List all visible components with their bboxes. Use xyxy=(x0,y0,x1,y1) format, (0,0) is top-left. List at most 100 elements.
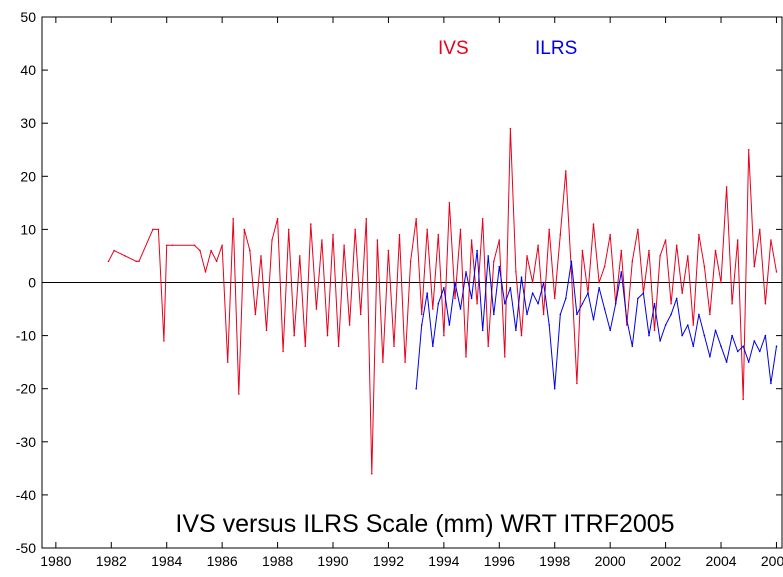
data-point-ivs xyxy=(720,281,722,284)
data-point-ilrs xyxy=(603,308,606,310)
data-point-ivs xyxy=(226,361,229,363)
data-point-ilrs xyxy=(675,297,678,300)
data-point-ilrs xyxy=(670,313,672,316)
data-point-ilrs xyxy=(698,313,700,316)
data-point-ilrs xyxy=(459,308,462,310)
data-point-ivs xyxy=(703,265,706,268)
data-point-ilrs xyxy=(592,318,595,321)
data-point-ivs xyxy=(371,472,373,475)
y-tick-label: 20 xyxy=(20,168,36,184)
data-point-ivs xyxy=(393,345,395,348)
legend-ilrs: ILRS xyxy=(535,38,577,59)
x-tick-label: 1994 xyxy=(428,553,459,569)
data-point-ivs xyxy=(504,356,506,358)
data-point-ivs xyxy=(282,350,284,353)
data-point-ivs xyxy=(609,233,611,236)
data-point-ivs xyxy=(437,233,440,236)
data-point-ilrs xyxy=(520,276,523,279)
data-point-ilrs xyxy=(775,345,778,348)
x-tick-label: 2000 xyxy=(595,553,626,569)
data-point-ivs xyxy=(714,249,717,252)
series-line-ilrs xyxy=(415,250,777,390)
data-point-ivs xyxy=(515,271,517,273)
data-point-ilrs xyxy=(426,292,429,294)
data-point-ivs xyxy=(232,218,234,220)
data-point-ilrs xyxy=(420,324,423,326)
data-point-ivs xyxy=(637,228,639,231)
data-point-ivs xyxy=(113,249,115,252)
data-point-ivs xyxy=(620,249,623,252)
data-point-ivs xyxy=(332,233,334,236)
data-point-ivs xyxy=(293,334,296,337)
series-line-ivs xyxy=(108,128,777,475)
data-point-ivs xyxy=(221,244,223,247)
data-point-ilrs xyxy=(664,324,667,326)
data-point-ilrs xyxy=(731,334,733,337)
data-point-ilrs xyxy=(709,356,711,358)
data-point-ilrs xyxy=(470,297,473,300)
data-point-ilrs xyxy=(476,249,478,252)
data-point-ilrs xyxy=(415,387,418,390)
data-point-ivs xyxy=(476,302,478,305)
data-point-ilrs xyxy=(648,334,650,337)
x-tick-label: 1990 xyxy=(317,553,348,569)
x-tick-label: 2002 xyxy=(650,553,681,569)
data-point-ilrs xyxy=(614,302,617,305)
data-point-ivs xyxy=(404,361,406,363)
data-point-ivs xyxy=(548,228,550,231)
data-point-ivs xyxy=(664,239,667,241)
data-point-ilrs xyxy=(548,324,550,326)
data-point-ilrs xyxy=(742,345,744,348)
data-point-ivs xyxy=(337,345,340,348)
y-tick-label: 40 xyxy=(20,62,36,78)
y-tick-label: -10 xyxy=(16,328,36,344)
y-axis: -50 -40 -30 -20 -10 0 10 20 30 40 50 xyxy=(16,9,782,556)
data-point-ivs xyxy=(681,292,683,294)
data-point-ivs xyxy=(426,228,429,231)
data-point-ivs xyxy=(254,313,257,316)
x-tick-label: 1992 xyxy=(373,553,404,569)
data-point-ivs xyxy=(299,255,301,257)
data-point-ilrs xyxy=(609,329,611,332)
data-point-ilrs xyxy=(687,324,689,326)
y-tick-label: -30 xyxy=(16,434,36,450)
data-point-ilrs xyxy=(747,361,750,363)
data-point-ilrs xyxy=(465,271,467,273)
data-point-ivs xyxy=(157,228,160,231)
legend: IVS ILRS xyxy=(438,38,577,59)
series-layer xyxy=(107,127,778,475)
data-point-ilrs xyxy=(759,350,761,353)
y-tick-label: -50 xyxy=(16,540,36,556)
data-point-ilrs xyxy=(642,292,645,294)
data-point-ivs xyxy=(498,239,501,241)
data-point-ivs xyxy=(448,202,451,204)
data-point-ivs xyxy=(365,218,368,220)
data-point-ivs xyxy=(315,308,318,310)
data-point-ilrs xyxy=(537,302,539,305)
y-tick-label: 50 xyxy=(20,9,36,25)
data-point-ivs xyxy=(747,149,750,151)
data-point-ivs xyxy=(731,302,733,305)
data-point-ivs xyxy=(135,260,137,263)
data-point-ilrs xyxy=(454,281,456,284)
data-point-ivs xyxy=(199,249,201,252)
data-point-ivs xyxy=(382,361,384,363)
data-point-ilrs xyxy=(542,281,545,284)
data-point-ivs xyxy=(163,340,165,342)
data-point-ilrs xyxy=(576,313,578,316)
data-point-ilrs xyxy=(714,329,717,332)
data-point-ivs xyxy=(310,223,312,225)
data-point-ivs xyxy=(526,255,528,257)
data-point-ivs xyxy=(265,329,268,332)
data-point-ivs xyxy=(742,398,744,401)
data-point-ivs xyxy=(775,271,778,273)
x-tick-label: 2006 xyxy=(761,553,783,569)
data-point-ivs xyxy=(387,249,390,252)
legend-ivs: IVS xyxy=(438,38,469,59)
data-point-ilrs xyxy=(764,334,767,337)
data-point-ilrs xyxy=(481,329,484,332)
data-point-ivs xyxy=(570,271,573,273)
data-point-ivs xyxy=(770,239,772,241)
x-tick-label: 2004 xyxy=(705,553,736,569)
